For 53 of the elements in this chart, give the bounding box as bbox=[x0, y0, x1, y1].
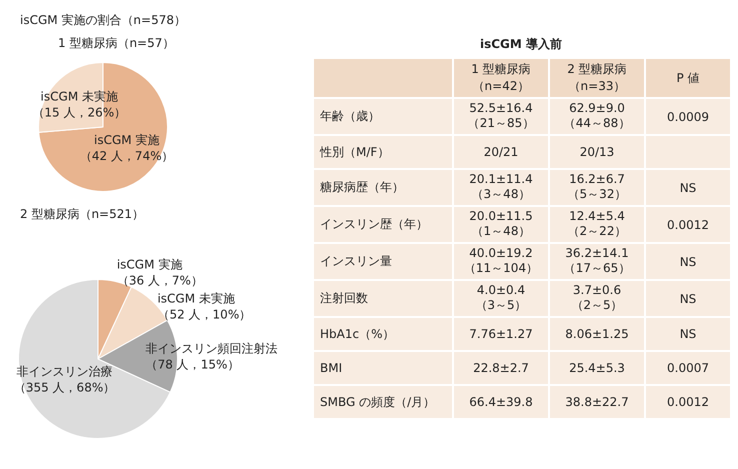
chart-subtitle: 1 型糖尿病（n=57） bbox=[58, 35, 176, 52]
slice-label: 非インスリン治療 bbox=[16, 364, 113, 379]
text: NS bbox=[680, 180, 696, 194]
text: 20/13 bbox=[580, 145, 614, 159]
data-label: （42 人，74%） bbox=[80, 148, 174, 163]
text: 36.2±14.1 （17～65） bbox=[564, 246, 630, 275]
chart-title: 2 型糖尿病（n=521） bbox=[20, 206, 146, 223]
text: 25.4±5.3 bbox=[569, 361, 625, 375]
text: 40.0±19.2 （11～104） bbox=[464, 246, 538, 275]
text: 20.1±11.4 （3～48） bbox=[469, 172, 533, 201]
slice-label: isCGM 実施 bbox=[116, 258, 182, 272]
text: 0.0012 bbox=[667, 395, 709, 409]
text: 8.06±1.25 bbox=[565, 327, 629, 341]
slice-label: isCGM 未実施 bbox=[40, 89, 118, 104]
category-label: 2 型糖尿病（n=33） bbox=[549, 58, 645, 98]
text: NS bbox=[680, 327, 696, 341]
text: 66.4±39.8 bbox=[469, 395, 533, 409]
category-label: 注射回数 bbox=[320, 291, 368, 305]
text: 22.8±2.7 bbox=[473, 361, 529, 375]
data-label: （78 人，15%） bbox=[146, 357, 240, 372]
text: 0.0012 bbox=[667, 218, 709, 232]
text: isCGM 導入前 bbox=[478, 36, 564, 53]
category-label: BMI bbox=[320, 361, 342, 375]
text: NS bbox=[680, 292, 696, 306]
category-label: 年齢（歳） bbox=[320, 109, 380, 123]
category-label: SMBG の頻度（/月） bbox=[320, 394, 436, 408]
category-label: P 値 bbox=[645, 58, 731, 98]
text: NS bbox=[680, 254, 696, 268]
slice-label: isCGM 実施 bbox=[94, 132, 160, 147]
text: 3.7±0.6 （2～5） bbox=[571, 283, 623, 312]
category-label: インスリン量 bbox=[320, 254, 392, 268]
category-label: 糖尿病歴（年） bbox=[320, 180, 404, 194]
text: 62.9±9.0 （44～88） bbox=[564, 101, 630, 130]
text: 4.0±0.4 （3～5） bbox=[475, 283, 527, 312]
data-label: （52 人，10%） bbox=[157, 308, 252, 322]
data-label: （355 人，68%） bbox=[14, 380, 116, 395]
text: 20/21 bbox=[484, 145, 518, 159]
category-label: HbA1c（%） bbox=[320, 326, 394, 340]
text: 12.4±5.4 （2～22） bbox=[568, 209, 626, 238]
text: 20.0±11.5 （1～48） bbox=[469, 209, 533, 238]
data-label: （15 人，26%） bbox=[32, 105, 126, 120]
text: 52.5±16.4 （21～85） bbox=[468, 101, 534, 130]
text: 7.76±1.27 bbox=[469, 327, 533, 341]
category-label: インスリン歴（年） bbox=[320, 217, 428, 231]
chart-title: isCGM 実施の割合（n=578） bbox=[20, 12, 187, 29]
text: 16.2±6.7 （5～32） bbox=[568, 172, 626, 201]
data-label: （36 人，7%） bbox=[116, 274, 203, 288]
text: 0.0007 bbox=[667, 361, 709, 375]
text: 0.0009 bbox=[667, 110, 709, 124]
slice-label: isCGM 未実施 bbox=[157, 292, 235, 306]
category-label: 性別（M/F） bbox=[320, 144, 390, 158]
category-label: 1 型糖尿病（n=42） bbox=[453, 58, 549, 98]
text: 38.8±22.7 bbox=[565, 395, 629, 409]
